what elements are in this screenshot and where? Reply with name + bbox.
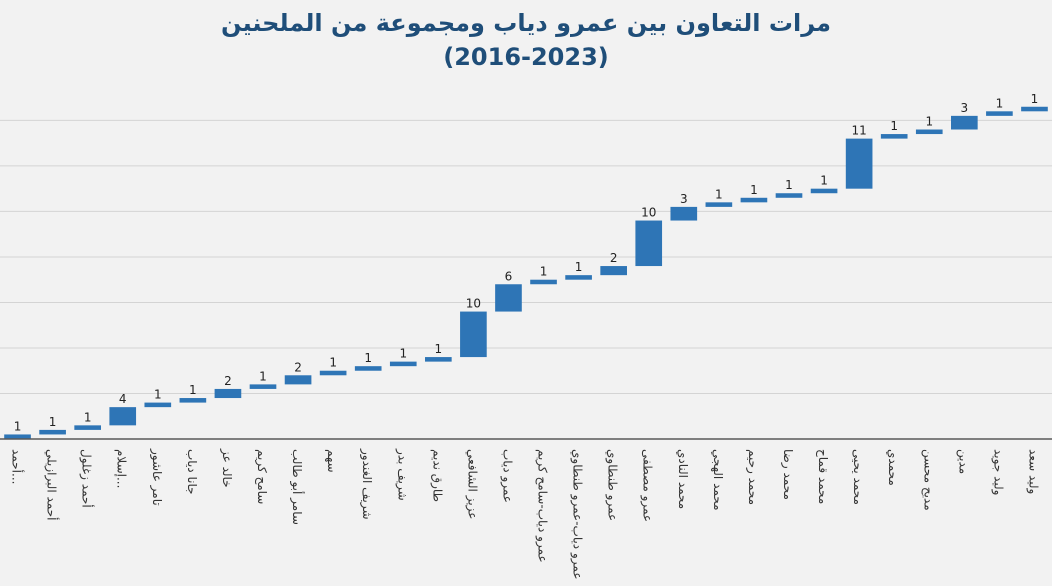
data-label: 1 bbox=[575, 260, 583, 274]
x-tick-label: وليد سعد bbox=[1025, 449, 1040, 494]
x-tick-label: محمدي bbox=[886, 449, 900, 486]
gridlines bbox=[0, 119, 1052, 394]
bar bbox=[284, 375, 312, 385]
bar bbox=[635, 220, 663, 267]
x-tick-label: جانا دياب bbox=[185, 449, 199, 495]
bar bbox=[810, 188, 838, 194]
x-tick-label: عمرو مصطفى bbox=[640, 449, 655, 522]
bar bbox=[530, 279, 557, 285]
data-label: 1 bbox=[820, 174, 828, 188]
x-tick-label: سامح كريم bbox=[254, 449, 269, 504]
x-tick-label: أحمد زغلول bbox=[79, 449, 95, 508]
data-label: 1 bbox=[189, 383, 197, 397]
bar bbox=[214, 388, 242, 399]
data-label: 2 bbox=[610, 251, 618, 265]
x-tick-label: شريف بدر bbox=[394, 448, 409, 501]
bar bbox=[986, 111, 1013, 116]
bar bbox=[144, 402, 172, 408]
x-tick-labels: أحمد... أحمد البرازيلي أحمد زغلول إسلام... ت… bbox=[10, 448, 1041, 579]
data-label: 1 bbox=[364, 351, 372, 365]
bar bbox=[705, 202, 733, 207]
bar bbox=[425, 357, 452, 362]
data-label: 6 bbox=[505, 269, 513, 283]
chart-title: مرات التعاون بين عمرو دياب ومجموعة من ال… bbox=[0, 6, 1052, 74]
x-tick-label: محمد النادي bbox=[676, 449, 690, 509]
data-label: 1 bbox=[49, 415, 57, 429]
bar bbox=[880, 134, 908, 139]
bar bbox=[915, 129, 943, 135]
data-label: 2 bbox=[294, 360, 302, 374]
data-label: 1 bbox=[785, 178, 793, 192]
data-label: 1 bbox=[750, 183, 758, 197]
data-label: 1 bbox=[399, 347, 407, 361]
bar bbox=[319, 370, 347, 376]
x-tick-label: أحمد البرازيلي bbox=[44, 449, 60, 520]
data-label: 1 bbox=[890, 119, 898, 133]
data-label: 10 bbox=[466, 297, 481, 311]
bar bbox=[565, 275, 592, 280]
bar bbox=[600, 266, 627, 276]
x-tick-label: عمرو دياب-عمرو طنطاوي bbox=[570, 449, 585, 579]
x-tick-label: محمد رحيم bbox=[745, 449, 760, 505]
data-label: 1 bbox=[154, 388, 162, 402]
data-label: 4 bbox=[119, 392, 127, 406]
bars bbox=[4, 106, 1048, 439]
bar bbox=[460, 311, 487, 358]
data-label: 1 bbox=[540, 265, 548, 279]
bar bbox=[951, 115, 978, 130]
data-label: 11 bbox=[851, 124, 866, 138]
data-label: 10 bbox=[641, 206, 656, 220]
x-tick-label: عمرو دياب bbox=[499, 449, 514, 503]
data-label: 1 bbox=[925, 115, 933, 129]
x-tick-label: خالد عز bbox=[219, 448, 234, 488]
bar bbox=[495, 284, 522, 312]
x-tick-label: إسلام... bbox=[115, 449, 129, 488]
chart-subtitle: (2016-2023) bbox=[443, 43, 609, 71]
data-label: 3 bbox=[680, 192, 688, 206]
x-tick-label: شريف الغندور bbox=[359, 448, 374, 520]
data-label: 1 bbox=[84, 410, 92, 424]
x-tick-label: أحمد... bbox=[10, 449, 25, 484]
data-label: 2 bbox=[224, 374, 232, 388]
x-tick-label: طارق نديم bbox=[429, 449, 444, 502]
x-tick-label: سهم bbox=[325, 449, 339, 473]
data-label: 1 bbox=[435, 342, 443, 356]
chart-title-main: مرات التعاون بين عمرو دياب ومجموعة من ال… bbox=[220, 9, 832, 37]
x-tick-label: تامر عاشور bbox=[149, 448, 164, 506]
bar bbox=[740, 197, 768, 203]
x-tick-label: محمد الهجي bbox=[711, 449, 725, 511]
bar bbox=[775, 193, 803, 198]
x-tick-label: عمرو دياب-سامح كريم bbox=[535, 449, 550, 563]
data-label: 1 bbox=[715, 187, 723, 201]
x-tick-label: محمد يحيى bbox=[851, 449, 865, 505]
x-tick-label: مدين bbox=[955, 449, 970, 474]
bar bbox=[109, 407, 137, 426]
x-tick-label: وليد جويد bbox=[990, 449, 1005, 495]
bar bbox=[249, 384, 277, 389]
x-tick-label: محمد رضا bbox=[780, 449, 795, 500]
bar bbox=[354, 366, 382, 371]
bar bbox=[1021, 106, 1048, 112]
bar bbox=[4, 434, 31, 439]
data-label: 1 bbox=[1031, 92, 1039, 106]
bar bbox=[74, 425, 101, 430]
bar bbox=[670, 206, 698, 221]
bar bbox=[389, 361, 417, 367]
data-label: 1 bbox=[996, 96, 1004, 110]
bar bbox=[179, 398, 207, 403]
x-tick-label: محمد قماح bbox=[816, 449, 830, 504]
x-tick-label: عمرو طنطاوي bbox=[605, 449, 620, 521]
data-label: 1 bbox=[329, 356, 337, 370]
bar bbox=[39, 429, 66, 435]
data-label: 1 bbox=[259, 369, 267, 383]
x-tick-label: عزيز الشافعي bbox=[464, 449, 479, 519]
bar bbox=[845, 138, 873, 189]
data-label: 1 bbox=[14, 419, 22, 433]
x-tick-label: سامر أبو طالب bbox=[289, 449, 305, 525]
data-label: 3 bbox=[961, 101, 969, 115]
x-tick-label: مديح محسن bbox=[920, 449, 935, 511]
